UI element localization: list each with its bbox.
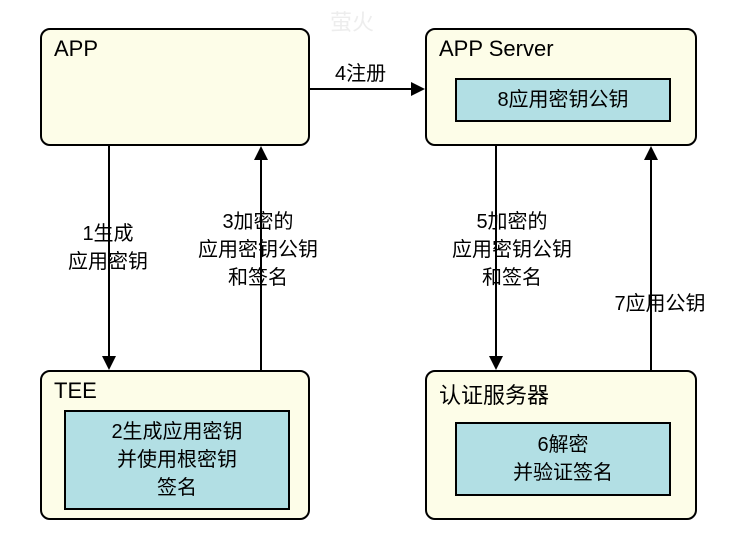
label-line: 1生成 <box>58 220 158 248</box>
edge-1-label: 1生成 应用密钥 <box>58 220 158 276</box>
node-app: APP <box>40 28 310 146</box>
edge-7-head <box>644 146 658 160</box>
node-app-server-inner: 8应用密钥公钥 <box>455 78 671 122</box>
node-app-server-title: APP Server <box>439 36 554 62</box>
label-line: 3加密的 <box>178 208 338 236</box>
label-line: 5加密的 <box>432 208 592 236</box>
edge-5-label: 5加密的 应用密钥公钥 和签名 <box>432 208 592 292</box>
label-line: 应用密钥 <box>58 248 158 276</box>
inner-line: 2生成应用密钥 <box>111 418 242 446</box>
edge-7-line <box>650 158 652 370</box>
node-tee-inner: 2生成应用密钥 并使用根密钥 签名 <box>64 410 290 510</box>
edge-7-label: 7应用公钥 <box>600 290 720 318</box>
edge-3-head <box>254 146 268 160</box>
label-line: 和签名 <box>178 264 338 292</box>
label-line: 应用密钥公钥 <box>432 236 592 264</box>
watermark: 萤火 <box>330 5 374 37</box>
node-app-server: APP Server 8应用密钥公钥 <box>425 28 697 146</box>
edge-3-label: 3加密的 应用密钥公钥 和签名 <box>178 208 338 292</box>
inner-line: 并验证签名 <box>513 459 613 487</box>
inner-line: 签名 <box>157 474 197 502</box>
inner-line: 6解密 <box>537 431 588 459</box>
node-tee-title: TEE <box>54 378 97 404</box>
node-app-title: APP <box>54 36 98 62</box>
label-line: 和签名 <box>432 264 592 292</box>
node-auth-server: 认证服务器 6解密 并验证签名 <box>425 370 697 520</box>
node-auth-server-inner: 6解密 并验证签名 <box>455 422 671 496</box>
inner-line: 并使用根密钥 <box>117 446 237 474</box>
label-line: 应用密钥公钥 <box>178 236 338 264</box>
node-tee: TEE 2生成应用密钥 并使用根密钥 签名 <box>40 370 310 520</box>
edge-4-label: 4注册 <box>335 60 386 88</box>
edge-1-head <box>102 356 116 370</box>
edge-4-line <box>310 88 413 90</box>
inner-text: 8应用密钥公钥 <box>497 86 628 114</box>
edge-5-head <box>489 356 503 370</box>
node-auth-server-title: 认证服务器 <box>439 378 549 410</box>
edge-4-head <box>411 82 425 96</box>
